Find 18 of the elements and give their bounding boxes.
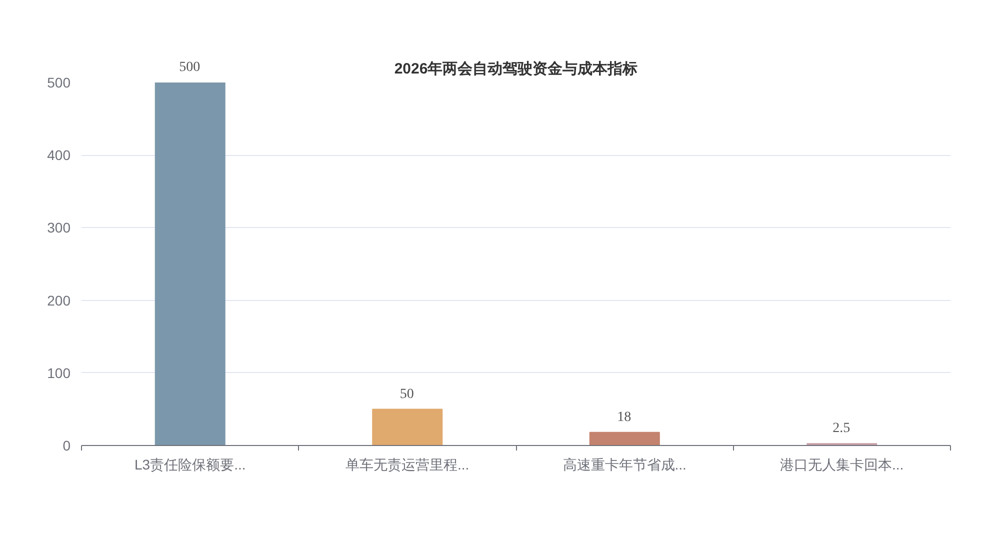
- y-tick-label: 300: [47, 220, 71, 236]
- data-label: 18: [617, 410, 632, 426]
- x-tick-label: 高速重卡年节省成...: [562, 456, 686, 472]
- data-label: 50: [400, 386, 414, 403]
- y-tick-label: 200: [47, 292, 71, 308]
- y-tick-label: 100: [47, 364, 71, 381]
- data-label: 500: [179, 60, 200, 76]
- chart-title: 2026年两会自动驾驶资金与成本指标: [394, 60, 638, 78]
- x-tick-label: 港口无人集卡回本...: [780, 456, 904, 472]
- bar: [589, 432, 660, 446]
- bar: [154, 82, 226, 446]
- bar: [372, 408, 443, 446]
- y-tick-label: 0: [62, 438, 71, 454]
- x-tick-label: 单车无责运营里程...: [346, 456, 470, 472]
- x-tick-label: L3责任险保额要...: [134, 456, 246, 472]
- data-label: 2.5: [832, 421, 850, 438]
- y-tick-label: 400: [47, 147, 71, 164]
- y-tick-label: 500: [47, 74, 71, 90]
